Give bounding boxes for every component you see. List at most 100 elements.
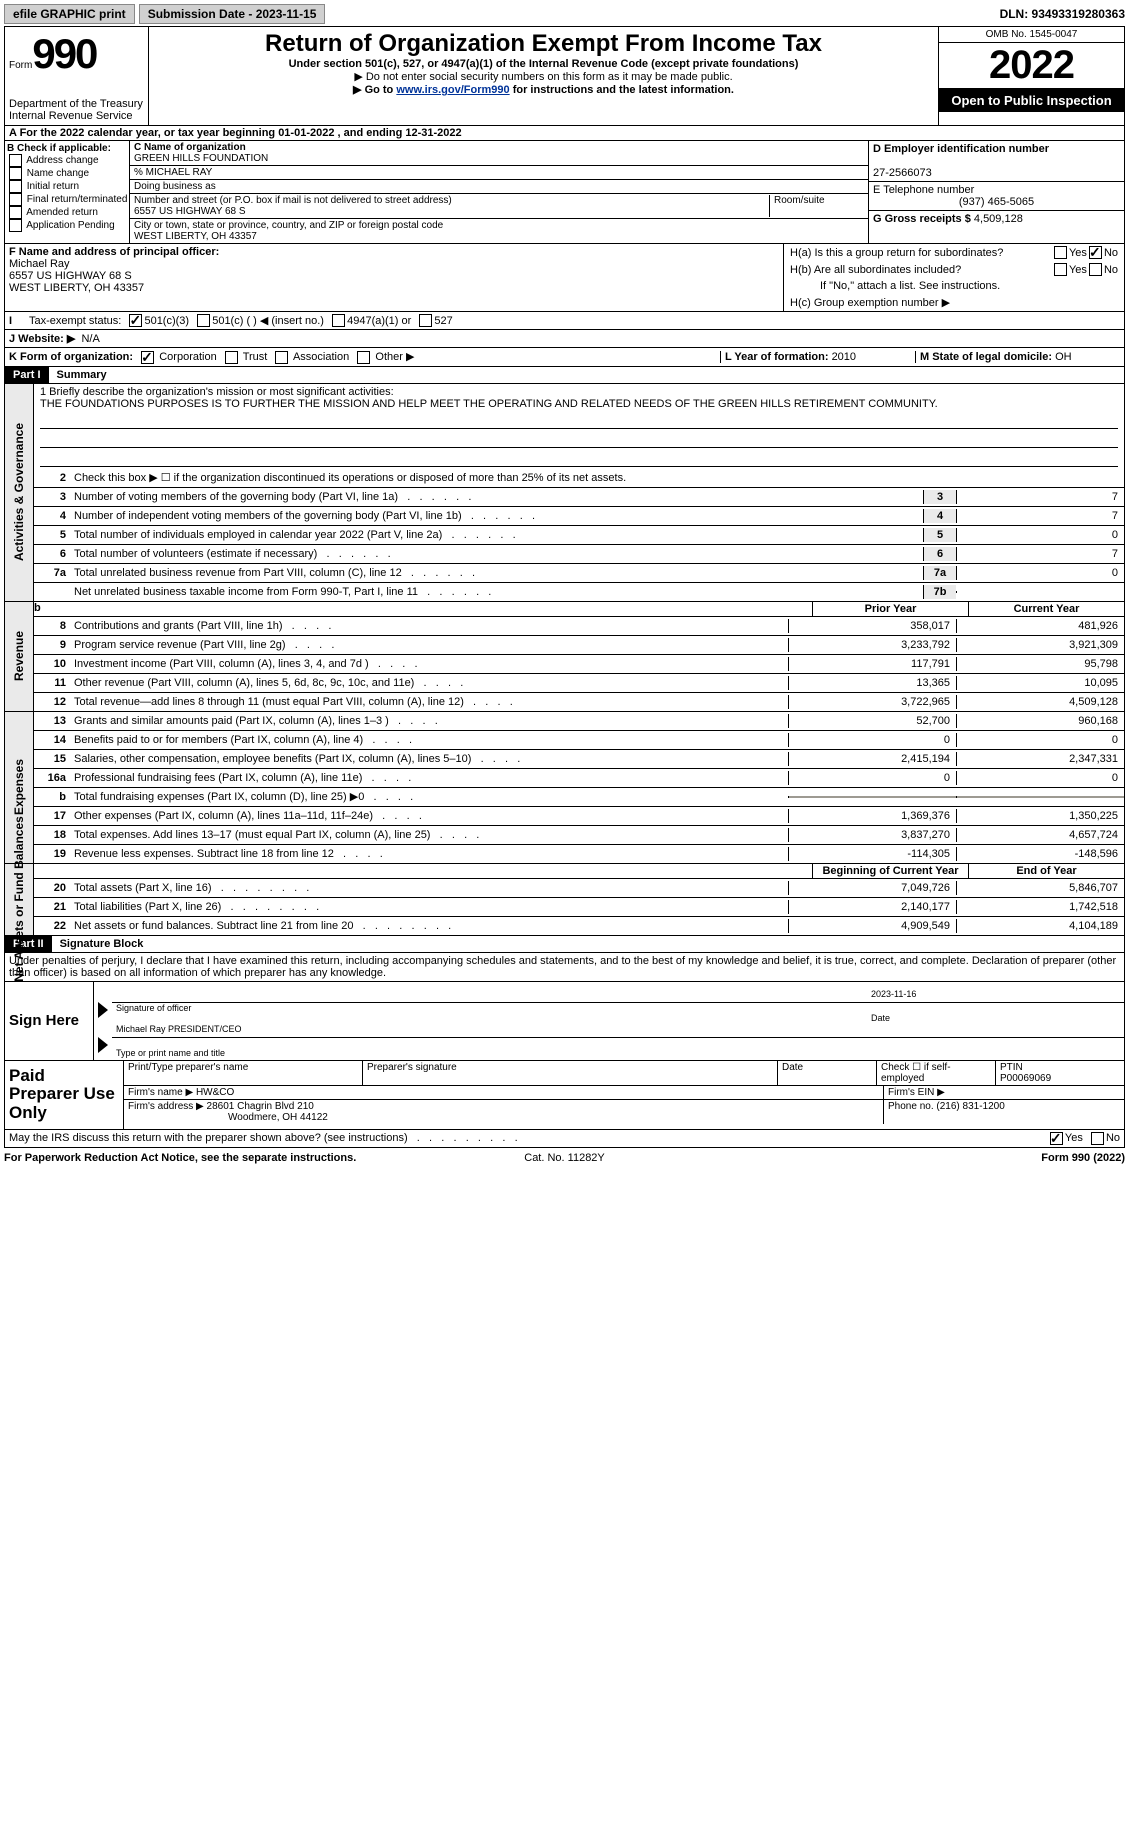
ptin-value: P00069069 bbox=[1000, 1073, 1051, 1084]
curr-val: 0 bbox=[956, 733, 1124, 747]
opt-trust: Trust bbox=[243, 351, 268, 363]
opt-4947: 4947(a)(1) or bbox=[347, 315, 411, 327]
prep-date-h: Date bbox=[778, 1061, 877, 1085]
hc-label: H(c) Group exemption number ▶ bbox=[790, 296, 1118, 309]
prior-val: 0 bbox=[788, 771, 956, 785]
curr-val: 481,926 bbox=[956, 619, 1124, 633]
prior-val: 52,700 bbox=[788, 714, 956, 728]
firm-name: HW&CO bbox=[196, 1087, 234, 1098]
side-label-exp: Expenses bbox=[12, 759, 26, 815]
goto-pre: ▶ Go to bbox=[353, 84, 396, 96]
state-domicile: OH bbox=[1055, 351, 1072, 363]
curr-val: 5,846,707 bbox=[956, 881, 1124, 895]
cb-other[interactable] bbox=[357, 351, 370, 364]
firm-addr1: 28601 Chagrin Blvd 210 bbox=[207, 1101, 314, 1112]
curr-val: 0 bbox=[956, 771, 1124, 785]
omb-number: OMB No. 1545-0047 bbox=[939, 27, 1124, 43]
opt-assoc: Association bbox=[293, 351, 349, 363]
line-num: 12 bbox=[34, 695, 70, 709]
line-desc: Salaries, other compensation, employee b… bbox=[70, 752, 788, 766]
line-num: 21 bbox=[34, 900, 70, 914]
firm-addr-label: Firm's address ▶ bbox=[128, 1101, 204, 1112]
line-desc: Contributions and grants (Part VIII, lin… bbox=[70, 619, 788, 633]
prep-check-h: Check ☐ if self-employed bbox=[877, 1061, 996, 1085]
line-num: b bbox=[34, 790, 70, 804]
sig-officer-label: Signature of officer bbox=[116, 1003, 191, 1013]
opt-corp: Corporation bbox=[159, 351, 216, 363]
curr-val bbox=[956, 796, 1124, 798]
form-number: 990 bbox=[32, 30, 96, 77]
cb-527[interactable] bbox=[419, 314, 432, 327]
checkbox-amended[interactable] bbox=[9, 206, 22, 219]
cat-no: Cat. No. 11282Y bbox=[378, 1152, 752, 1164]
city-label: City or town, state or province, country… bbox=[134, 220, 443, 231]
curr-val: 4,657,724 bbox=[956, 828, 1124, 842]
submission-date: Submission Date - 2023-11-15 bbox=[139, 4, 326, 24]
line-desc: Number of independent voting members of … bbox=[70, 509, 923, 523]
cb-pending: Application Pending bbox=[7, 219, 127, 232]
line-val: 7 bbox=[956, 509, 1124, 523]
discuss-question: May the IRS discuss this return with the… bbox=[9, 1132, 1048, 1144]
goto-link[interactable]: www.irs.gov/Form990 bbox=[396, 84, 509, 96]
checkbox-pending[interactable] bbox=[9, 219, 22, 232]
discuss-no[interactable] bbox=[1091, 1132, 1104, 1145]
prior-val: 117,791 bbox=[788, 657, 956, 671]
org-name: GREEN HILLS FOUNDATION bbox=[134, 153, 268, 164]
return-title: Return of Organization Exempt From Incom… bbox=[155, 30, 932, 58]
line-num: 2 bbox=[34, 471, 70, 485]
line-num: 22 bbox=[34, 919, 70, 933]
line-desc: Program service revenue (Part VIII, line… bbox=[70, 638, 788, 652]
ha-yes[interactable] bbox=[1054, 246, 1067, 259]
firm-ein-label: Firm's EIN ▶ bbox=[884, 1086, 1124, 1099]
ein-value: 27-2566073 bbox=[873, 167, 932, 179]
arrow-icon bbox=[98, 1002, 108, 1018]
h-curr-year: Current Year bbox=[968, 602, 1124, 616]
checkbox-name[interactable] bbox=[9, 167, 22, 180]
line-desc: Total fundraising expenses (Part IX, col… bbox=[70, 789, 788, 804]
line-num: 13 bbox=[34, 714, 70, 728]
line-desc: Other revenue (Part VIII, column (A), li… bbox=[70, 676, 788, 690]
hb-yes[interactable] bbox=[1054, 263, 1067, 276]
officer-label: F Name and address of principal officer: bbox=[9, 246, 219, 258]
line-num: 18 bbox=[34, 828, 70, 842]
dln-label: DLN: 93493319280363 bbox=[1000, 7, 1125, 21]
cb-corp[interactable] bbox=[141, 351, 154, 364]
line-val: 7 bbox=[956, 490, 1124, 504]
line-num: 4 bbox=[34, 509, 70, 523]
goto-post: for instructions and the latest informat… bbox=[510, 84, 734, 96]
cb-4947[interactable] bbox=[332, 314, 345, 327]
cb-amended: Amended return bbox=[7, 206, 127, 219]
line-m-label: M State of legal domicile: bbox=[920, 351, 1055, 363]
cb-501c[interactable] bbox=[197, 314, 210, 327]
line-desc: Total number of volunteers (estimate if … bbox=[70, 547, 923, 561]
line-desc: Number of voting members of the governin… bbox=[70, 490, 923, 504]
ha-no[interactable] bbox=[1089, 246, 1102, 259]
line-box: 5 bbox=[923, 528, 956, 542]
checkbox-final[interactable] bbox=[9, 193, 22, 206]
cb-trust[interactable] bbox=[225, 351, 238, 364]
discuss-yes[interactable] bbox=[1050, 1132, 1063, 1145]
side-label-ag: Activities & Governance bbox=[12, 423, 26, 561]
line-val: 0 bbox=[956, 566, 1124, 580]
firm-name-label: Firm's name ▶ bbox=[128, 1087, 193, 1098]
curr-val: 4,509,128 bbox=[956, 695, 1124, 709]
opt-other: Other ▶ bbox=[375, 351, 414, 363]
part-ii-title: Signature Block bbox=[52, 936, 152, 952]
line-num: 15 bbox=[34, 752, 70, 766]
line-num: 10 bbox=[34, 657, 70, 671]
open-inspection: Open to Public Inspection bbox=[939, 89, 1124, 112]
cb-assoc[interactable] bbox=[275, 351, 288, 364]
hb-no[interactable] bbox=[1089, 263, 1102, 276]
line-desc: Net unrelated business taxable income fr… bbox=[70, 585, 923, 599]
line-num: 19 bbox=[34, 847, 70, 861]
prior-val: 7,049,726 bbox=[788, 881, 956, 895]
declaration-text: Under penalties of perjury, I declare th… bbox=[5, 953, 1124, 981]
checkbox-initial[interactable] bbox=[9, 180, 22, 193]
line-box: 7b bbox=[923, 585, 956, 599]
line-num: 11 bbox=[34, 676, 70, 690]
cb-501c3[interactable] bbox=[129, 314, 142, 327]
checkbox-address[interactable] bbox=[9, 154, 22, 167]
line-box: 4 bbox=[923, 509, 956, 523]
hb-question: H(b) Are all subordinates included? bbox=[790, 264, 1052, 276]
dba-label: Doing business as bbox=[134, 181, 216, 192]
